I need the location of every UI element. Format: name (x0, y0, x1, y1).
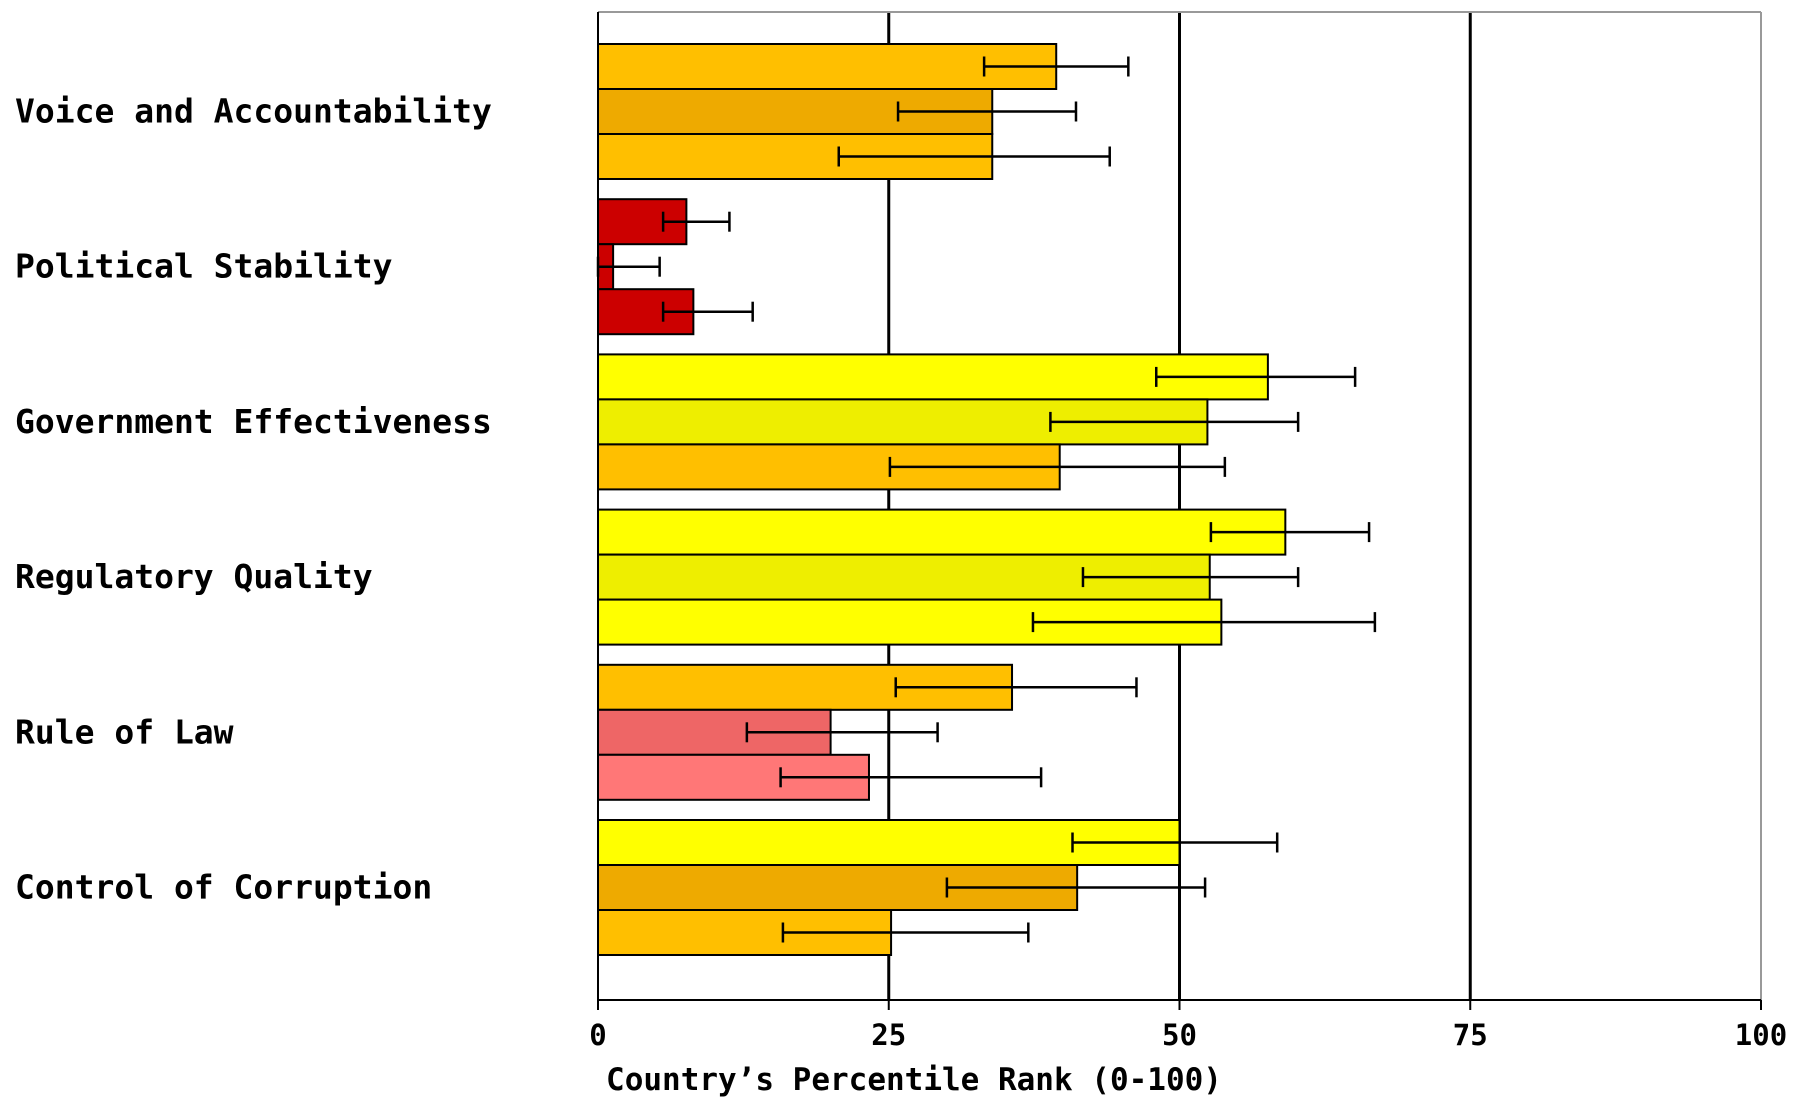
bar-0-0 (597, 43, 1058, 90)
category-label-3: Regulatory Quality (15, 557, 373, 596)
bar-3-0 (597, 508, 1287, 556)
error-bar-layer (596, 56, 1377, 943)
x-tick-label-25: 25 (871, 1018, 906, 1052)
category-label-4: Rule of Law (15, 712, 234, 751)
x-axis-title: Country’s Percentile Rank (0-100) (606, 1062, 1222, 1098)
category-label-0: Voice and Accountability (15, 92, 492, 131)
axis-layer: 0 25 50 75 100 (589, 11, 1787, 1052)
category-label-2: Government Effectiveness (15, 402, 492, 441)
bar-layer (597, 43, 1287, 956)
x-tick-label-100: 100 (1735, 1018, 1787, 1052)
category-label-5: Control of Corruption (15, 868, 432, 907)
category-label-layer: Voice and Accountability Political Stabil… (15, 92, 492, 907)
x-tick-label-0: 0 (589, 1018, 606, 1052)
x-tick-label-75: 75 (1453, 1018, 1488, 1052)
category-label-1: Political Stability (15, 247, 393, 286)
x-tick-label-50: 50 (1162, 1018, 1197, 1052)
